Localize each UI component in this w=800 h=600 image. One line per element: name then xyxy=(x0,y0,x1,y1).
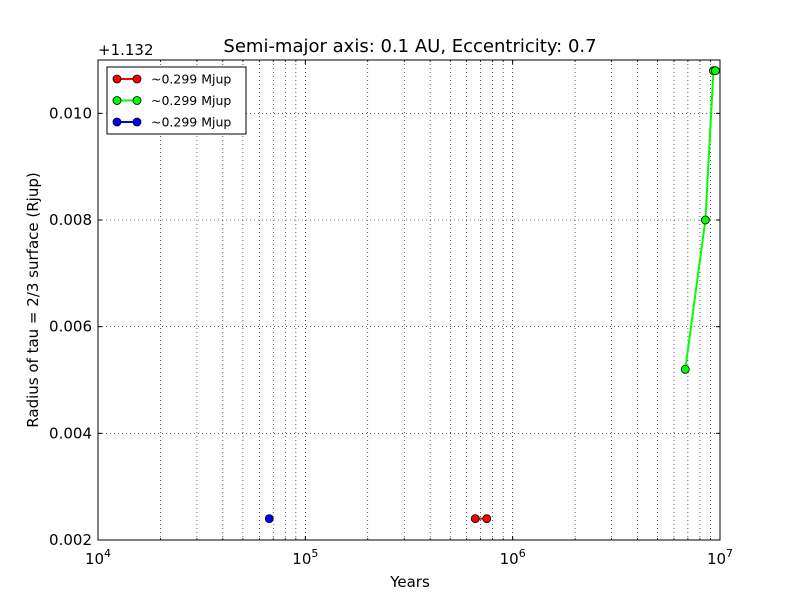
data-point xyxy=(710,66,720,76)
legend: ~0.299 Mjup ~0.299 Mjup ~0.299 Mjup xyxy=(106,66,247,135)
grid xyxy=(98,60,720,540)
legend-marker xyxy=(112,117,122,127)
y-tick-label: 0.010 xyxy=(49,104,92,122)
y-tick-label: 0.002 xyxy=(49,531,92,549)
legend-label: ~0.299 Mjup xyxy=(151,72,231,87)
data-point xyxy=(700,215,710,225)
data-point xyxy=(482,514,492,524)
legend-label: ~0.299 Mjup xyxy=(151,93,231,108)
legend-marker xyxy=(132,96,142,105)
data-point xyxy=(680,364,690,374)
legend-marker xyxy=(112,74,122,84)
y-axis-label: Radius of tau = 2/3 surface (Rjup) xyxy=(24,172,42,427)
ticks: 104 105 106 107 0.002 0.004 0.006 0.008 0.010 xyxy=(49,60,733,568)
legend-marker xyxy=(112,96,122,105)
x-tick-label: 104 xyxy=(85,547,111,568)
data-series xyxy=(264,66,720,524)
chart-title: Semi-major axis: 0.1 AU, Eccentricity: 0… xyxy=(223,36,596,57)
legend-marker xyxy=(132,74,142,84)
y-tick-label: 0.006 xyxy=(49,318,92,336)
plot-frame xyxy=(97,59,721,541)
x-tick-label: 107 xyxy=(707,547,733,568)
legend-marker xyxy=(132,117,142,127)
legend-label: ~0.299 Mjup xyxy=(151,115,231,130)
data-point xyxy=(264,514,274,524)
y-tick-label: 0.008 xyxy=(49,211,92,229)
x-tick-label: 106 xyxy=(500,547,526,568)
x-tick-label: 105 xyxy=(292,547,318,568)
y-tick-label: 0.004 xyxy=(49,424,92,442)
y-offset-label: +1.132 xyxy=(98,41,154,59)
data-point xyxy=(470,514,480,524)
x-axis-label: Years xyxy=(389,573,430,591)
